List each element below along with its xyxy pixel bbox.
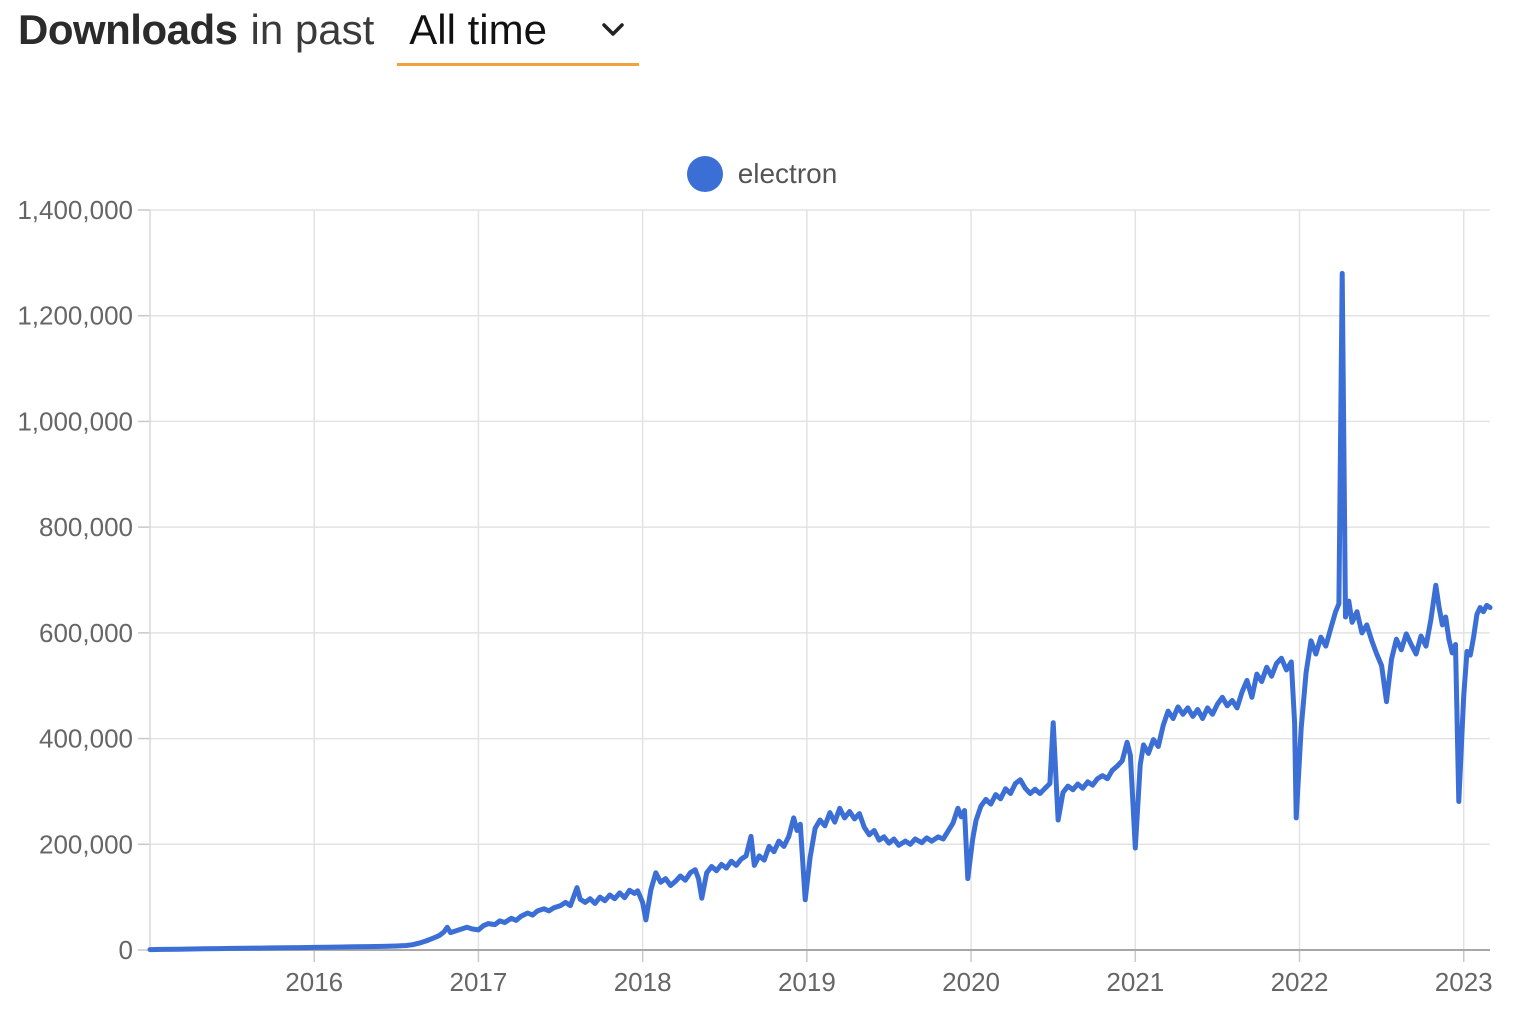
x-tick-label: 2023 bbox=[1435, 967, 1493, 997]
plot-area[interactable] bbox=[150, 210, 1490, 950]
y-tick-label: 800,000 bbox=[39, 512, 133, 542]
chart-header: Downloads in past All time bbox=[18, 6, 639, 66]
legend-item-electron[interactable]: electron bbox=[686, 156, 838, 192]
x-tick-label: 2020 bbox=[942, 967, 1000, 997]
series-line-electron bbox=[147, 270, 1493, 953]
y-tick-label: 0 bbox=[119, 935, 133, 965]
legend-label: electron bbox=[737, 158, 838, 189]
chart-legend: electron bbox=[0, 156, 1524, 192]
y-tick-label: 1,400,000 bbox=[17, 195, 133, 225]
page-title: Downloads bbox=[18, 6, 238, 53]
x-tick-label: 2021 bbox=[1106, 967, 1164, 997]
time-range-select[interactable]: All time bbox=[397, 6, 639, 66]
y-tick-label: 1,200,000 bbox=[17, 301, 133, 331]
y-tick-label: 600,000 bbox=[39, 618, 133, 648]
y-tick-label: 1,000,000 bbox=[17, 406, 133, 436]
y-tick-label: 200,000 bbox=[39, 829, 133, 859]
page-subtitle: in past bbox=[250, 6, 375, 53]
x-tick-label: 2022 bbox=[1271, 967, 1329, 997]
x-tick-label: 2016 bbox=[285, 967, 343, 997]
legend-swatch bbox=[686, 156, 723, 192]
x-tick-label: 2018 bbox=[614, 967, 672, 997]
time-range-value: All time bbox=[409, 6, 547, 53]
x-tick-label: 2017 bbox=[450, 967, 508, 997]
chevron-down-icon bbox=[601, 22, 625, 38]
x-tick-label: 2019 bbox=[778, 967, 836, 997]
y-tick-label: 400,000 bbox=[39, 724, 133, 754]
